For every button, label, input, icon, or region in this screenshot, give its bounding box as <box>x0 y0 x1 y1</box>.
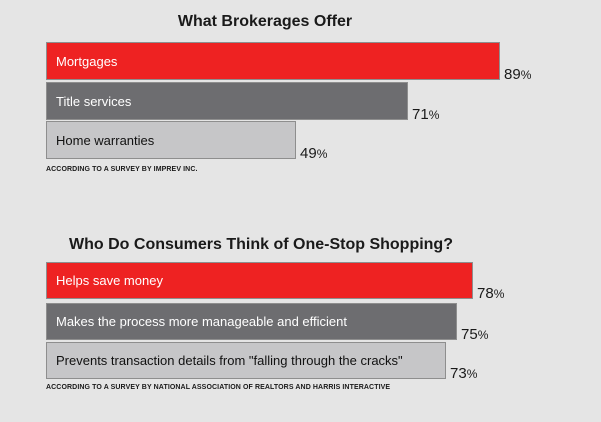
bar-mortgages <box>46 42 500 80</box>
bar-title-services <box>46 82 408 120</box>
value-number: 73 <box>450 365 467 382</box>
bar-label: Title services <box>56 93 132 109</box>
value-unit: % <box>466 367 478 381</box>
value-unit: % <box>477 328 489 342</box>
bar-label: Mortgages <box>56 53 118 69</box>
value-unit: % <box>520 68 532 82</box>
chart-brokerages-offer: What Brokerages Offer Mortgages 89% Titl… <box>0 0 601 190</box>
value-number: 75 <box>461 326 478 343</box>
source-note: ACCORDING TO A SURVEY BY IMPREV INC. <box>46 166 198 173</box>
bar-value: 71% <box>412 106 439 123</box>
bar-value: 78% <box>477 285 504 302</box>
bar-row-cracks: Prevents transaction details from "falli… <box>46 342 477 382</box>
value-number: 49 <box>300 145 317 162</box>
chart-one-stop-shopping: Who Do Consumers Think of One-Stop Shopp… <box>0 222 601 422</box>
bar-row-manageable: Makes the process more manageable and ef… <box>46 303 488 343</box>
chart-title: Who Do Consumers Think of One-Stop Shopp… <box>69 236 453 253</box>
bar-row-mortgages: Mortgages 89% <box>46 42 531 83</box>
bar-label: Makes the process more manageable and ef… <box>56 314 347 329</box>
value-number: 71 <box>412 106 429 123</box>
bar-value: 75% <box>461 326 488 343</box>
bar-home-warranties <box>46 121 296 159</box>
bar-label: Prevents transaction details from "falli… <box>56 353 403 368</box>
bar-value: 73% <box>450 365 477 382</box>
value-number: 78 <box>477 285 494 302</box>
chart-title: What Brokerages Offer <box>177 13 353 30</box>
value-number: 89 <box>504 66 521 83</box>
bar-row-home-warranties: Home warranties 49% <box>46 121 327 162</box>
bar-row-title-services: Title services 71% <box>46 82 439 123</box>
value-unit: % <box>316 147 328 161</box>
bar-cracks <box>46 342 446 379</box>
bar-value: 49% <box>300 145 327 162</box>
bar-manageable <box>46 303 457 340</box>
bar-row-save-money: Helps save money 78% <box>46 262 504 302</box>
bar-save-money <box>46 262 473 299</box>
bar-label: Helps save money <box>56 273 163 288</box>
value-unit: % <box>428 108 440 122</box>
value-unit: % <box>493 287 505 301</box>
bar-label: Home warranties <box>56 132 155 148</box>
bar-value: 89% <box>504 66 531 83</box>
source-note: ACCORDING TO A SURVEY BY NATIONAL ASSOCI… <box>46 384 391 391</box>
